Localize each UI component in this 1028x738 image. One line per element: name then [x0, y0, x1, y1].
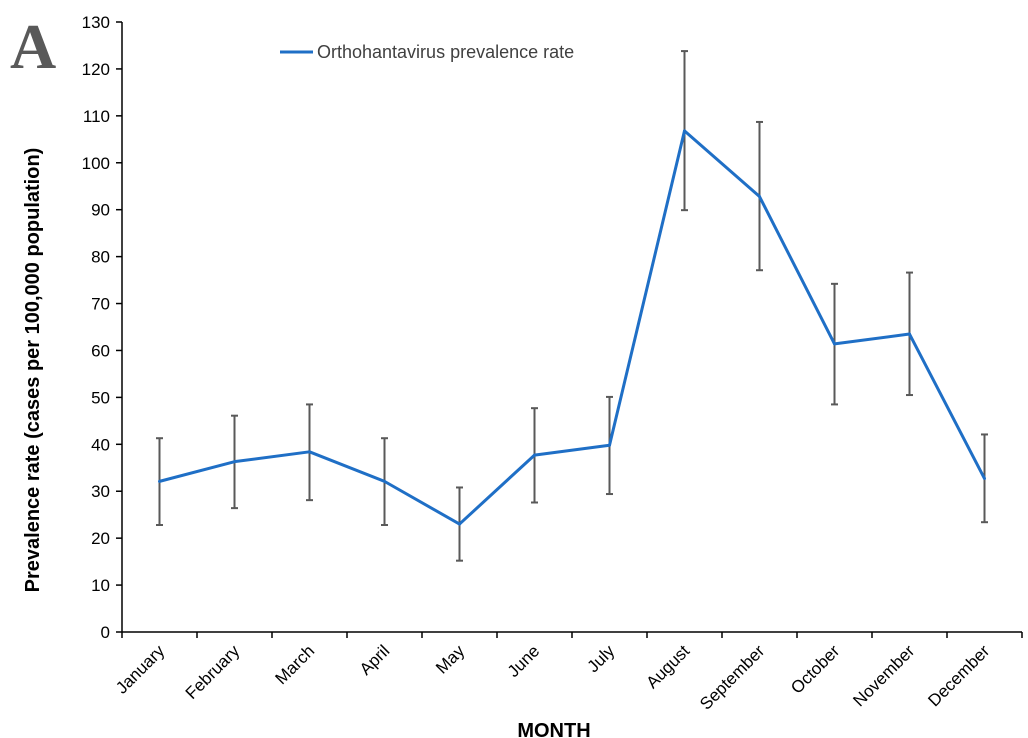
y-tick-label: 90	[91, 201, 110, 220]
series-lines	[158, 129, 986, 526]
x-tick-label: October	[787, 641, 843, 697]
y-tick-label: 40	[91, 435, 110, 454]
axes	[121, 22, 1022, 633]
error-bars	[156, 50, 988, 562]
x-tick-label: July	[584, 641, 619, 676]
data-point	[158, 479, 161, 483]
data-point	[758, 195, 761, 199]
x-tick-label: April	[356, 641, 393, 678]
x-tick-label: June	[504, 641, 544, 681]
data-point	[308, 450, 311, 454]
data-point	[233, 460, 236, 464]
data-point	[533, 453, 536, 457]
x-tick-label: February	[182, 641, 244, 703]
y-axis-title: Prevalence rate (cases per 100,000 popul…	[22, 148, 44, 593]
series-line	[159, 129, 986, 526]
y-tick-label: 30	[91, 482, 110, 501]
x-tick-label: May	[432, 641, 468, 677]
data-point	[608, 443, 611, 447]
y-tick-label: 110	[83, 107, 110, 126]
x-tick-label: March	[271, 641, 318, 688]
y-tick-label: 20	[91, 529, 110, 548]
y-tick-label: 70	[91, 295, 110, 314]
y-axis-ticks: 0 10 20 30 40 50 60 70 80 90 100 110 120 130	[82, 13, 122, 642]
y-tick-label: 120	[82, 60, 110, 79]
y-tick-label: 80	[91, 248, 110, 267]
data-point	[983, 477, 986, 481]
data-point	[683, 129, 686, 133]
data-point	[383, 479, 386, 483]
y-tick-label: 50	[91, 388, 110, 407]
data-point	[908, 332, 911, 336]
x-tick-label: January	[112, 641, 169, 698]
legend: Orthohantavirus prevalence rate	[280, 42, 574, 62]
legend-label: Orthohantavirus prevalence rate	[317, 42, 574, 62]
panel-label: A	[10, 11, 56, 82]
y-tick-label: 0	[101, 623, 110, 642]
y-tick-label: 100	[82, 154, 110, 173]
y-tick-label: 10	[91, 576, 110, 595]
data-point	[833, 342, 836, 346]
y-tick-label: 130	[82, 13, 110, 32]
x-tick-label: November	[849, 641, 918, 710]
data-point	[458, 522, 461, 526]
y-tick-label: 60	[91, 341, 110, 360]
x-axis-title: MONTH	[517, 720, 590, 738]
x-tick-label: August	[642, 641, 693, 692]
x-tick-label: December	[924, 641, 993, 710]
x-axis-ticks: January February March April May June July Augu…	[112, 632, 1023, 714]
x-tick-label: September	[696, 641, 768, 713]
